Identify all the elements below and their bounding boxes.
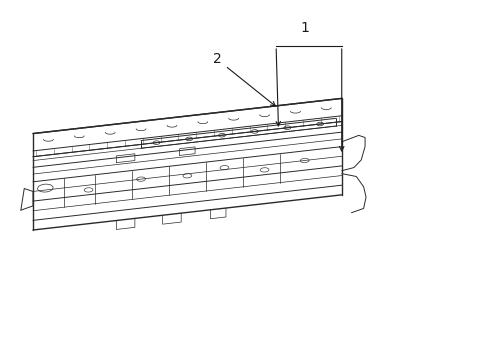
Text: 1: 1 xyxy=(300,21,309,35)
Text: 2: 2 xyxy=(213,51,222,66)
